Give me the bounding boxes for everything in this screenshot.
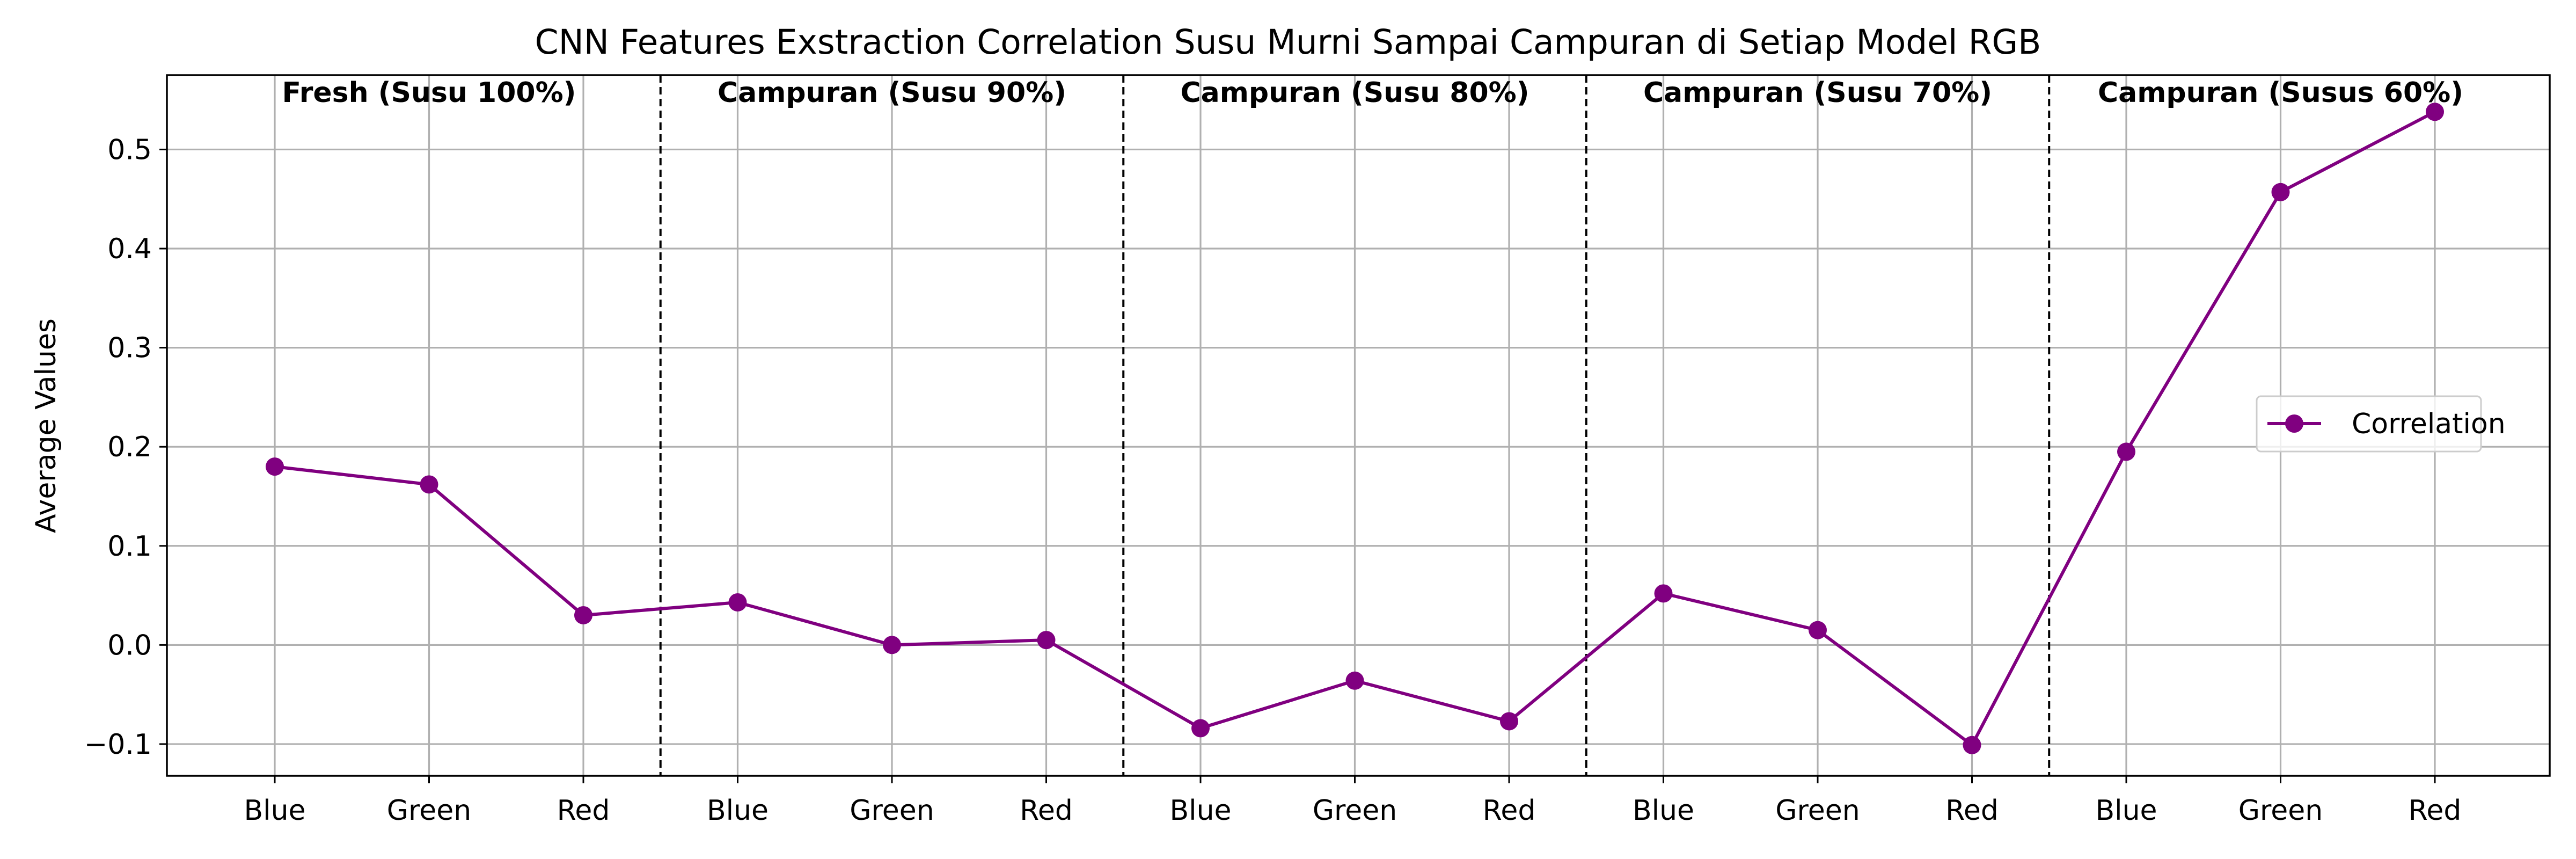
data-point <box>1654 584 1673 603</box>
group-labels: Fresh (Susu 100%) Campuran (Susu 90%) Camp… <box>282 77 2463 109</box>
x-tick-label: Green <box>1775 795 1860 827</box>
data-point <box>2117 442 2135 461</box>
data-point <box>2271 183 2290 201</box>
x-tick-label: Red <box>2409 795 2462 827</box>
x-tick-label: Blue <box>244 795 305 827</box>
x-tick-label: Red <box>1945 795 1999 827</box>
x-tick-label: Blue <box>1633 795 1694 827</box>
correlation-series <box>266 103 2444 754</box>
y-tick-label: 0.4 <box>107 233 152 265</box>
x-tick-label: Red <box>1020 795 1073 827</box>
y-tick-label: 0.1 <box>107 530 152 563</box>
x-tick-label: Green <box>850 795 934 827</box>
group-label: Campuran (Susus 60%) <box>2098 77 2463 109</box>
data-point <box>1963 736 1981 754</box>
data-point <box>1500 712 1518 731</box>
y-axis-label: Average Values <box>30 318 62 533</box>
legend: Correlation <box>2256 395 2506 453</box>
group-label: Campuran (Susu 80%) <box>1180 77 1529 109</box>
x-tick-label: Blue <box>2095 795 2157 827</box>
legend-box <box>2256 395 2482 453</box>
axis-ticks: −0.1 0.0 0.1 0.2 0.3 0.4 0.5 Blue Green Red Blue Gr… <box>84 134 2462 827</box>
legend-label: Correlation <box>2352 408 2506 440</box>
x-tick-label: Green <box>387 795 471 827</box>
chart-title: CNN Features Exstraction Correlation Sus… <box>535 23 2041 62</box>
data-point <box>883 636 901 654</box>
x-tick-label: Green <box>1313 795 1397 827</box>
data-point <box>574 606 592 624</box>
y-tick-label: −0.1 <box>84 729 152 761</box>
y-tick-label: 0.5 <box>107 134 152 166</box>
data-point <box>1345 671 1364 690</box>
x-tick-label: Red <box>557 795 610 827</box>
legend-marker <box>2285 414 2303 433</box>
y-tick-label: 0.3 <box>107 332 152 365</box>
x-tick-label: Red <box>1483 795 1536 827</box>
data-point <box>2426 103 2444 121</box>
data-point <box>266 457 284 476</box>
y-tick-label: 0.0 <box>107 629 152 661</box>
data-point <box>420 475 438 494</box>
group-label: Fresh (Susu 100%) <box>282 77 576 109</box>
data-point <box>1809 621 1827 639</box>
x-tick-label: Green <box>2238 795 2323 827</box>
y-tick-label: 0.2 <box>107 431 152 463</box>
data-point <box>728 593 747 612</box>
group-label: Campuran (Susu 90%) <box>718 77 1066 109</box>
group-label: Campuran (Susu 70%) <box>1643 77 1992 109</box>
data-point <box>1191 719 1210 738</box>
data-point <box>1037 631 1056 650</box>
grid-lines <box>167 75 2550 776</box>
plot-frame <box>166 74 2551 777</box>
x-tick-label: Blue <box>707 795 769 827</box>
x-tick-label: Blue <box>1169 795 1231 827</box>
